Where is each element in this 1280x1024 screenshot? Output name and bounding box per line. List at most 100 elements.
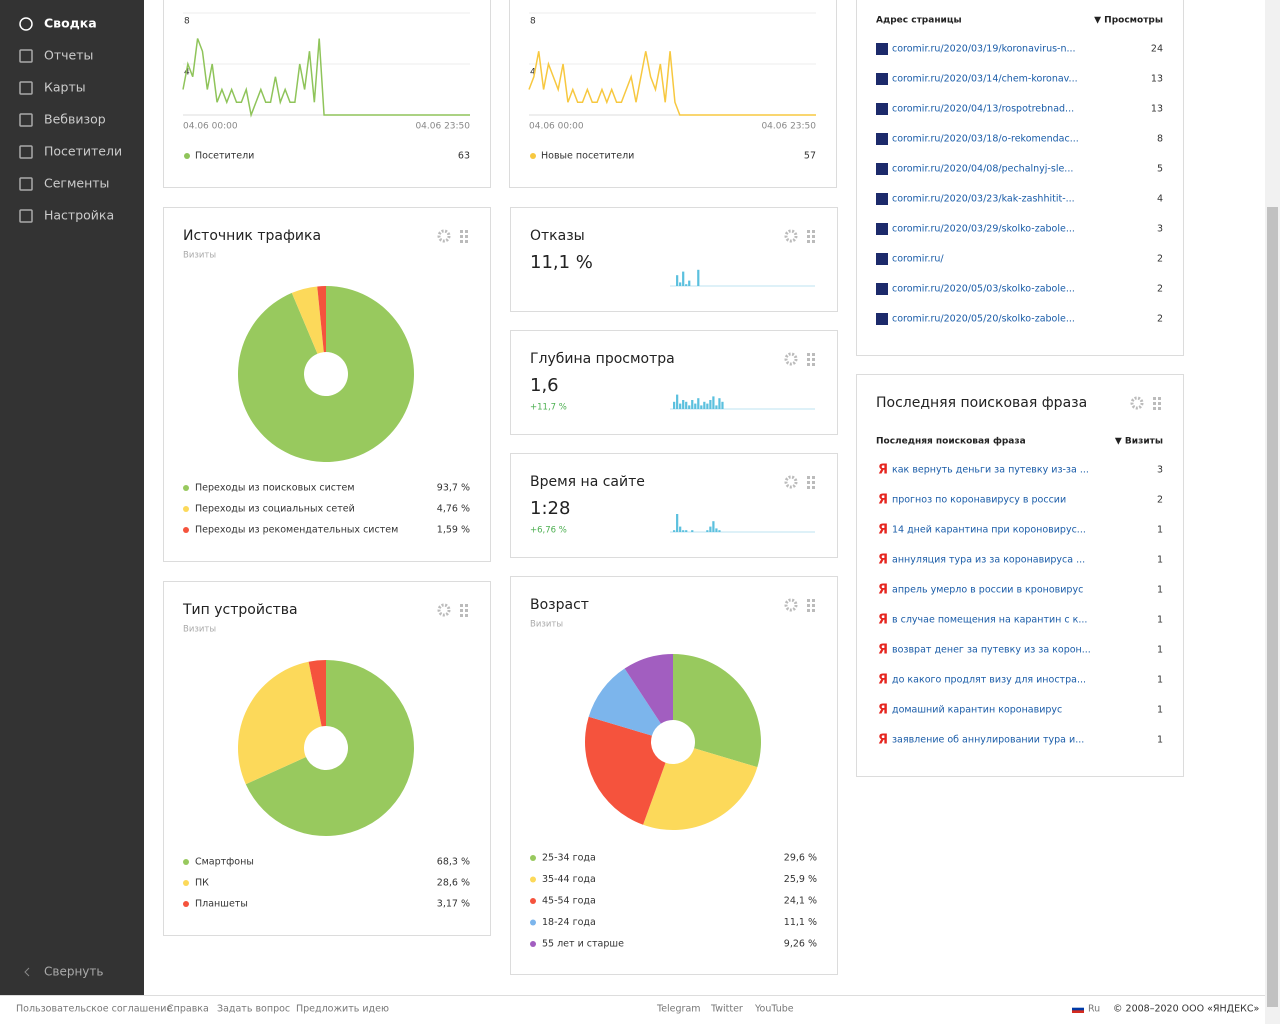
drag-handle: [807, 230, 810, 233]
settings-icon[interactable]: [784, 229, 798, 243]
footer: [0, 995, 1265, 1024]
spark-bar: [679, 403, 682, 409]
pie-slice: [584, 716, 666, 825]
row-link[interactable]: заявление об аннулировании тура и...: [892, 735, 1084, 746]
settings-icon[interactable]: [784, 598, 798, 612]
pie-slice: [624, 654, 673, 724]
nav-item[interactable]: Посетители: [44, 144, 122, 159]
favicon: [876, 133, 888, 145]
footer-link[interactable]: Предложить идею: [296, 1004, 389, 1015]
row-link[interactable]: 14 дней карантина при короновирус...: [892, 525, 1086, 536]
spark-bar: [697, 269, 700, 286]
row-value: 1: [1157, 525, 1163, 536]
footer-link[interactable]: Задать вопрос: [217, 1004, 290, 1015]
nav-item[interactable]: Настройка: [44, 208, 114, 223]
legend-label: ПК: [195, 878, 209, 889]
x-tick-label: 04.06 00:00: [529, 122, 584, 132]
pie-slice: [317, 286, 326, 353]
spark-bar: [688, 405, 691, 409]
kpi-value: 1,6: [530, 375, 559, 396]
legend-dot: [530, 941, 536, 947]
row-link[interactable]: coromir.ru/2020/05/20/skolko-zabole...: [892, 314, 1075, 325]
nav-item[interactable]: Сводка: [44, 16, 97, 31]
row-link[interactable]: прогноз по коронавирусу в россии: [892, 495, 1066, 506]
row-link[interactable]: аннуляция тура из за коронавируса ...: [892, 555, 1085, 566]
yandex-icon: Я: [878, 703, 888, 718]
row-link[interactable]: coromir.ru/2020/03/29/skolko-zabole...: [892, 224, 1075, 235]
favicon: [876, 43, 888, 55]
footer-link[interactable]: Telegram: [656, 1004, 701, 1015]
row-link[interactable]: как вернуть деньги за путевку из-за ...: [892, 465, 1089, 476]
nav-icon: [19, 209, 33, 223]
settings-icon[interactable]: [784, 352, 798, 366]
row-link[interactable]: coromir.ru/2020/03/19/koronavirus-n...: [892, 44, 1076, 55]
column-header[interactable]: ▼ Визиты: [1115, 437, 1163, 447]
nav-icon: [19, 145, 33, 159]
collapse[interactable]: Свернуть: [44, 965, 103, 979]
spark-bar: [685, 401, 688, 409]
settings-icon[interactable]: [437, 229, 451, 243]
row-value: 1: [1157, 675, 1163, 686]
language[interactable]: Ru: [1088, 1004, 1100, 1015]
row-value: 2: [1157, 254, 1163, 265]
row-link[interactable]: до какого продлят визу для иностра...: [892, 675, 1086, 686]
favicon: [876, 313, 888, 325]
widget-subtitle: Визиты: [183, 625, 216, 635]
nav-icon: [19, 177, 33, 191]
column-header: Последняя поисковая фраза: [876, 437, 1026, 447]
legend-label: Переходы из рекомендательных систем: [195, 525, 398, 536]
footer-link[interactable]: Twitter: [710, 1004, 743, 1015]
legend-dot: [183, 880, 189, 886]
y-tick-label: 4: [530, 68, 536, 78]
favicon: [876, 283, 888, 295]
footer-link[interactable]: Пользовательское соглашение: [16, 1004, 172, 1015]
settings-icon[interactable]: [784, 475, 798, 489]
row-link[interactable]: coromir.ru/: [892, 254, 944, 265]
row-link[interactable]: coromir.ru/2020/03/18/o-rekomendac...: [892, 134, 1079, 145]
nav-item[interactable]: Вебвизор: [44, 112, 106, 127]
collapse-icon: [24, 967, 30, 977]
line: [182, 38, 470, 118]
value-label: 9,26 %: [784, 939, 817, 950]
row-link[interactable]: домашний карантин коронавирус: [892, 705, 1062, 716]
nav-item[interactable]: Отчеты: [44, 48, 93, 63]
row-link[interactable]: в случае помещения на карантин с к...: [892, 615, 1087, 626]
x-tick-label: 04.06 00:00: [183, 122, 238, 132]
legend-dot: [530, 153, 536, 159]
drag-handle: [812, 240, 815, 243]
footer-link[interactable]: YouTube: [754, 1004, 794, 1015]
row-link[interactable]: coromir.ru/2020/05/03/skolko-zabole...: [892, 284, 1075, 295]
spark-bar: [712, 396, 715, 409]
row-link[interactable]: возврат денег за путевку из за корон...: [892, 645, 1091, 656]
y-tick-label: 8: [184, 17, 190, 27]
spark-bar: [712, 521, 715, 532]
nav-icon: [19, 81, 33, 95]
column-header: Адрес страницы: [876, 16, 962, 26]
row-value: 13: [1151, 104, 1163, 115]
spark-bar: [718, 398, 721, 409]
row-link[interactable]: coromir.ru/2020/04/08/pechalnyj-sle...: [892, 164, 1073, 175]
settings-icon[interactable]: [1130, 396, 1144, 410]
row-link[interactable]: coromir.ru/2020/04/13/rospotrebnad...: [892, 104, 1074, 115]
kpi-change: +11,7 %: [530, 403, 567, 413]
settings-icon[interactable]: [437, 603, 451, 617]
widget-title: Отказы: [530, 228, 585, 244]
yandex-icon: Я: [878, 643, 888, 658]
yandex-icon: Я: [878, 733, 888, 748]
row-value: 1: [1157, 555, 1163, 566]
drag-handle: [807, 240, 810, 243]
legend-label: Переходы из поисковых систем: [195, 483, 355, 494]
drag-handle: [807, 235, 810, 238]
row-link[interactable]: апрель умерло в россии в кроновирус: [892, 585, 1083, 596]
row-link[interactable]: coromir.ru/2020/03/23/kak-zashhitit-...: [892, 194, 1075, 205]
card: [856, 374, 1184, 777]
nav-item[interactable]: Сегменты: [44, 176, 109, 191]
footer-link[interactable]: Справка: [167, 1004, 209, 1015]
row-link[interactable]: coromir.ru/2020/03/14/chem-koronav...: [892, 74, 1078, 85]
drag-handle: [812, 604, 815, 607]
nav-item[interactable]: Карты: [44, 80, 86, 95]
column-header[interactable]: ▼ Просмотры: [1094, 16, 1163, 26]
pie-slice: [643, 748, 758, 831]
widget-title: Тип устройства: [182, 602, 298, 618]
